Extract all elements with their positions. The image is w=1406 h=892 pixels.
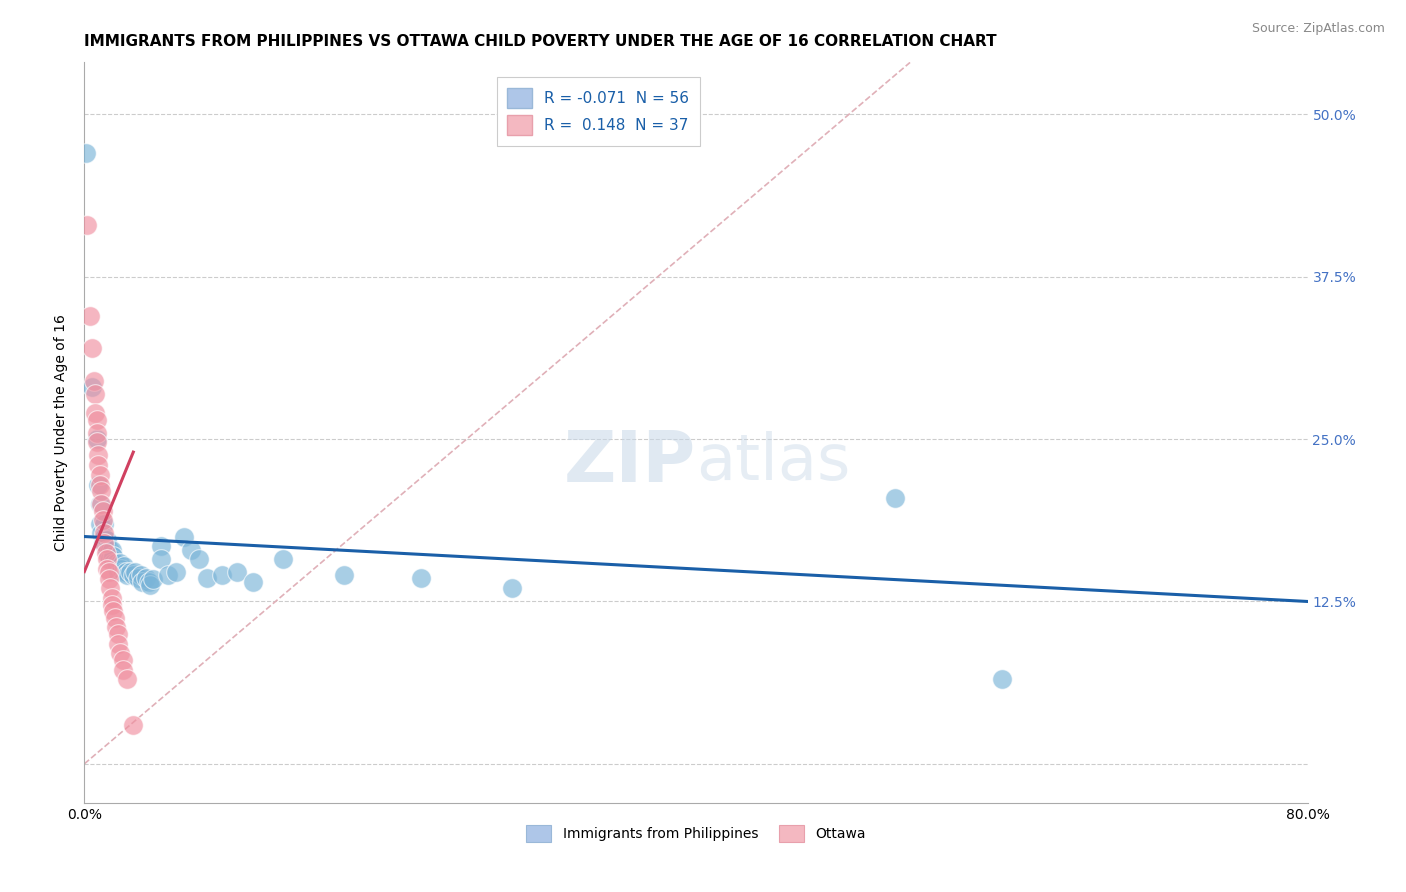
Point bbox=[111, 565, 134, 579]
Point bbox=[80, 380, 103, 394]
Point bbox=[101, 591, 124, 605]
Point bbox=[149, 539, 172, 553]
Point bbox=[84, 386, 107, 401]
Point bbox=[409, 571, 432, 585]
Point bbox=[84, 406, 107, 420]
Point bbox=[104, 559, 127, 574]
Point bbox=[87, 458, 110, 472]
Y-axis label: Child Poverty Under the Age of 16: Child Poverty Under the Age of 16 bbox=[55, 314, 69, 551]
Point bbox=[75, 146, 97, 161]
Point bbox=[80, 341, 103, 355]
Point bbox=[195, 571, 218, 585]
Point bbox=[103, 556, 125, 570]
Point bbox=[87, 448, 110, 462]
Point bbox=[105, 556, 128, 570]
Point bbox=[107, 627, 129, 641]
Point bbox=[86, 412, 108, 426]
Point bbox=[127, 571, 149, 585]
Point bbox=[91, 536, 114, 550]
Point bbox=[271, 551, 294, 566]
Point bbox=[86, 425, 108, 440]
Point bbox=[242, 574, 264, 589]
Point bbox=[333, 568, 356, 582]
Point bbox=[138, 574, 160, 589]
Legend: Immigrants from Philippines, Ottawa: Immigrants from Philippines, Ottawa bbox=[520, 820, 872, 847]
Point bbox=[104, 611, 127, 625]
Point bbox=[90, 497, 112, 511]
Point bbox=[883, 491, 905, 505]
Point bbox=[107, 565, 129, 579]
Point bbox=[101, 551, 124, 566]
Text: Source: ZipAtlas.com: Source: ZipAtlas.com bbox=[1251, 22, 1385, 36]
Point bbox=[97, 565, 120, 579]
Point bbox=[112, 559, 135, 574]
Point bbox=[83, 374, 105, 388]
Point bbox=[89, 477, 111, 491]
Point bbox=[96, 533, 118, 548]
Point bbox=[94, 546, 117, 560]
Point bbox=[94, 536, 117, 550]
Text: atlas: atlas bbox=[696, 431, 851, 493]
Point bbox=[103, 549, 125, 563]
Point bbox=[97, 549, 120, 563]
Point bbox=[115, 568, 138, 582]
Point bbox=[79, 309, 101, 323]
Text: IMMIGRANTS FROM PHILIPPINES VS OTTAWA CHILD POVERTY UNDER THE AGE OF 16 CORRELAT: IMMIGRANTS FROM PHILIPPINES VS OTTAWA CH… bbox=[84, 34, 997, 49]
Point bbox=[180, 542, 202, 557]
Point bbox=[110, 562, 132, 576]
Point bbox=[173, 529, 195, 543]
Point bbox=[86, 432, 108, 446]
Point bbox=[96, 562, 118, 576]
Point bbox=[101, 542, 124, 557]
Point bbox=[149, 551, 172, 566]
Point bbox=[122, 718, 145, 732]
Point bbox=[98, 551, 121, 566]
Point bbox=[114, 565, 136, 579]
Point bbox=[90, 525, 112, 540]
Point bbox=[93, 516, 115, 531]
Point bbox=[108, 647, 131, 661]
Point bbox=[98, 542, 121, 557]
Point bbox=[89, 516, 111, 531]
Point bbox=[139, 577, 162, 591]
Point bbox=[107, 637, 129, 651]
Point bbox=[124, 565, 146, 579]
Point bbox=[105, 620, 128, 634]
Point bbox=[93, 536, 115, 550]
Point bbox=[76, 218, 98, 232]
Point bbox=[129, 568, 152, 582]
Point bbox=[188, 551, 211, 566]
Point bbox=[226, 565, 249, 579]
Point bbox=[93, 529, 115, 543]
Point bbox=[98, 582, 121, 596]
Point bbox=[96, 542, 118, 557]
Point bbox=[115, 673, 138, 687]
Point bbox=[135, 571, 157, 585]
Point bbox=[111, 653, 134, 667]
Point bbox=[90, 484, 112, 499]
Point bbox=[131, 574, 153, 589]
Point bbox=[122, 568, 145, 582]
Point bbox=[111, 663, 134, 677]
Point bbox=[103, 603, 125, 617]
Point bbox=[96, 551, 118, 566]
Point bbox=[91, 513, 114, 527]
Point bbox=[89, 468, 111, 483]
Point bbox=[86, 434, 108, 449]
Point bbox=[502, 582, 524, 596]
Point bbox=[108, 556, 131, 570]
Point bbox=[157, 568, 180, 582]
Point bbox=[211, 568, 233, 582]
Point bbox=[101, 599, 124, 613]
Point bbox=[97, 573, 120, 587]
Point bbox=[165, 565, 187, 579]
Point bbox=[91, 503, 114, 517]
Point bbox=[991, 673, 1014, 687]
Point bbox=[93, 525, 115, 540]
Point bbox=[87, 477, 110, 491]
Point bbox=[142, 573, 165, 587]
Point bbox=[120, 565, 142, 579]
Text: ZIP: ZIP bbox=[564, 428, 696, 497]
Point bbox=[89, 497, 111, 511]
